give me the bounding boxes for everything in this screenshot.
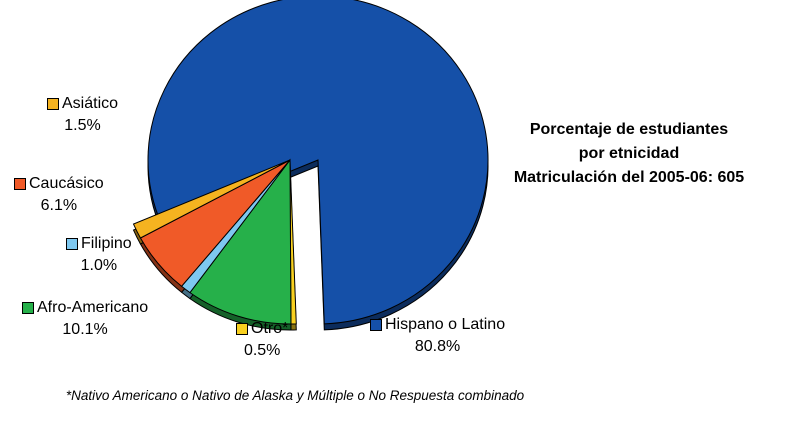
label-value-caucasico: 6.1% bbox=[40, 197, 78, 214]
label-value-asiatico: 1.5% bbox=[64, 117, 101, 134]
label-name-filipino: Filipino bbox=[81, 235, 132, 252]
label-name-otro: Otro* bbox=[251, 320, 289, 337]
legend-swatch-asiatico bbox=[47, 98, 59, 110]
legend-swatch-afro-americano bbox=[22, 302, 34, 314]
slice-afro-americano bbox=[189, 158, 292, 325]
chart-title-line-2: por etnicidad bbox=[578, 145, 680, 162]
slice-hispano bbox=[147, 0, 489, 325]
chart-title-line-3: Matriculación del 2005-06: 605 bbox=[513, 169, 745, 186]
label-filipino: Filipino 1.0% bbox=[66, 233, 132, 277]
legend-swatch-otro bbox=[236, 323, 248, 335]
label-value-afro-americano: 10.1% bbox=[62, 321, 108, 338]
chart-title-line-1: Porcentaje de estudiantes bbox=[529, 121, 729, 138]
label-name-hispano: Hispano o Latino bbox=[385, 316, 506, 333]
label-name-caucasico: Caucásico bbox=[29, 175, 104, 192]
label-value-otro: 0.5% bbox=[243, 342, 281, 359]
label-afro-americano: Afro-Americano 10.1% bbox=[22, 297, 148, 341]
label-value-filipino: 1.0% bbox=[80, 257, 118, 274]
legend-swatch-caucasico bbox=[14, 178, 26, 190]
label-caucasico: Caucásico 6.1% bbox=[14, 173, 104, 217]
label-name-afro-americano: Afro-Americano bbox=[37, 299, 149, 316]
label-asiatico: Asiático 1.5% bbox=[47, 93, 118, 137]
label-otro: Otro* 0.5% bbox=[236, 318, 288, 362]
chart-title: Porcentaje de estudiantes por etnicidad … bbox=[470, 118, 788, 190]
label-name-asiatico: Asiático bbox=[62, 95, 119, 112]
slice-asiatico bbox=[132, 159, 291, 239]
footnote: *Nativo Americano o Nativo de Alaska y M… bbox=[65, 388, 525, 403]
label-value-hispano: 80.8% bbox=[414, 338, 461, 355]
label-hispano: Hispano o Latino 80.8% bbox=[370, 314, 505, 358]
legend-swatch-hispano bbox=[370, 319, 382, 331]
legend-swatch-filipino bbox=[66, 238, 78, 250]
